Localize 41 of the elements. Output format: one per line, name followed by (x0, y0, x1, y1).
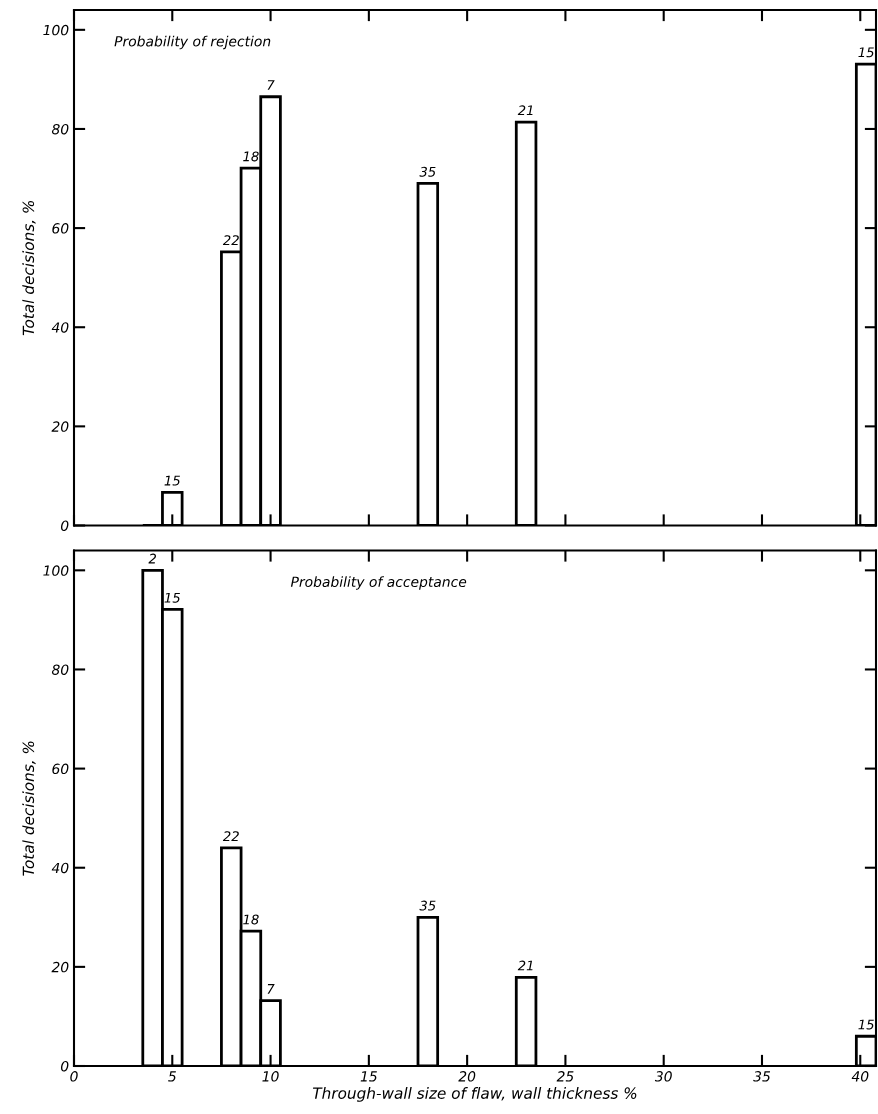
y-tick-label: 80 (51, 664, 69, 675)
annotation: 35 (419, 166, 436, 177)
annotation: 7 (267, 80, 275, 90)
y-tick-label: 100 (43, 565, 69, 576)
annotation: 21 (517, 960, 533, 971)
annotation: 15 (164, 475, 180, 486)
annotation: 35 (419, 900, 436, 911)
x-tick-label: 25 (556, 1071, 574, 1082)
y-axis-title: Total decisions, % (22, 200, 36, 336)
y-tick-label: 60 (52, 763, 69, 775)
x-tick-label: 35 (753, 1071, 771, 1082)
annotation: 22 (222, 235, 239, 245)
y-tick-label: 20 (51, 421, 69, 432)
x-tick-label: 5 (168, 1071, 176, 1082)
annotation: 7 (267, 984, 275, 994)
annotation: 21 (517, 105, 533, 116)
x-tick-label: 10 (262, 1071, 279, 1082)
annotation: 15 (858, 47, 874, 58)
annotation: 18 (243, 151, 259, 162)
y-axis-title: Total decisions, % (22, 741, 36, 876)
text: Probability of acceptance (290, 576, 467, 590)
y-tick-label: 20 (51, 961, 69, 973)
y-tick-label: 100 (43, 24, 69, 36)
y-tick-label: 80 (51, 123, 69, 135)
y-tick-label: 60 (52, 223, 69, 234)
x-axis-title: Through-wall size of flaw, wall thickness % (312, 1087, 637, 1102)
x-tick-label: 30 (654, 1071, 672, 1082)
text: Probability of rejection (114, 35, 271, 50)
x-tick-label: 40 (851, 1071, 869, 1082)
x-tick-label: 0 (70, 1071, 78, 1082)
annotation: 2 (148, 553, 157, 564)
x-tick-label: 15 (360, 1071, 377, 1082)
annotation: 15 (858, 1019, 874, 1030)
annotation: 15 (164, 592, 180, 603)
x-tick-label: 20 (458, 1071, 476, 1082)
y-tick-label: 0 (60, 520, 69, 531)
annotation: 22 (222, 831, 239, 841)
y-tick-label: 40 (51, 322, 69, 333)
annotation: 18 (243, 914, 259, 925)
y-tick-label: 40 (51, 862, 69, 874)
y-tick-label: 0 (60, 1060, 69, 1072)
